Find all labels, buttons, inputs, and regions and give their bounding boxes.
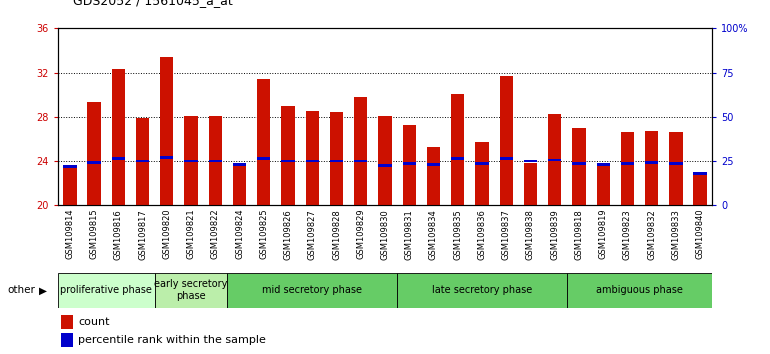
Bar (155, 273, 227, 308)
Text: count: count (78, 317, 109, 327)
Bar (475, 142, 489, 205)
Bar (354, 160, 367, 162)
Bar (160, 156, 173, 159)
Bar (500, 158, 513, 160)
Bar (257, 79, 270, 205)
Bar (227, 273, 397, 308)
Bar (645, 161, 658, 164)
Text: mid secretory phase: mid secretory phase (263, 285, 362, 295)
Text: GSM109829: GSM109829 (357, 209, 365, 259)
Text: percentile rank within the sample: percentile rank within the sample (78, 335, 266, 345)
Text: GSM109832: GSM109832 (647, 209, 656, 259)
Text: GSM109818: GSM109818 (574, 209, 584, 259)
Text: GSM109825: GSM109825 (259, 209, 268, 259)
Bar (378, 116, 392, 205)
Bar (403, 125, 416, 205)
Bar (330, 160, 343, 162)
Bar (306, 111, 319, 205)
Bar (669, 162, 682, 165)
Text: GSM109822: GSM109822 (211, 209, 219, 259)
Bar (233, 163, 246, 166)
Bar (694, 176, 707, 205)
Text: GSM109840: GSM109840 (695, 209, 705, 259)
Bar (88, 102, 101, 205)
Bar (694, 172, 707, 175)
Bar (451, 158, 464, 160)
Bar (572, 162, 586, 165)
Text: GSM109815: GSM109815 (89, 209, 99, 259)
Text: GSM109833: GSM109833 (671, 209, 681, 260)
Bar (621, 132, 634, 205)
Bar (378, 164, 392, 167)
Bar (645, 131, 658, 205)
Bar (63, 168, 76, 205)
Bar (257, 158, 270, 160)
Bar (160, 57, 173, 205)
Bar (669, 132, 682, 205)
Bar (451, 93, 464, 205)
Text: other: other (8, 285, 35, 295)
Bar (597, 163, 610, 166)
Bar (58, 273, 155, 308)
Bar (209, 116, 222, 205)
Bar (112, 69, 125, 205)
Bar (233, 163, 246, 205)
Bar (281, 106, 295, 205)
Bar (88, 161, 101, 164)
Text: GSM109828: GSM109828 (332, 209, 341, 259)
Bar (567, 273, 712, 308)
Text: GSM109826: GSM109826 (283, 209, 293, 259)
Text: GSM109834: GSM109834 (429, 209, 438, 259)
Bar (306, 160, 319, 162)
Text: GSM109837: GSM109837 (502, 209, 511, 260)
Text: GSM109831: GSM109831 (405, 209, 413, 259)
Text: GSM109816: GSM109816 (114, 209, 123, 259)
Bar (184, 116, 198, 205)
Text: GSM109814: GSM109814 (65, 209, 75, 259)
Bar (136, 118, 149, 205)
Bar (61, 333, 73, 347)
Bar (500, 76, 513, 205)
Text: GSM109830: GSM109830 (380, 209, 390, 259)
Bar (548, 159, 561, 161)
Text: early secretory
phase: early secretory phase (155, 279, 228, 301)
Text: proliferative phase: proliferative phase (60, 285, 152, 295)
Bar (209, 160, 222, 162)
Bar (397, 273, 567, 308)
Bar (524, 163, 537, 205)
Text: GSM109821: GSM109821 (186, 209, 196, 259)
Text: ambiguous phase: ambiguous phase (596, 285, 683, 295)
Text: GDS2052 / 1561045_a_at: GDS2052 / 1561045_a_at (73, 0, 233, 7)
Bar (281, 160, 295, 162)
Bar (136, 160, 149, 162)
Text: late secretory phase: late secretory phase (432, 285, 532, 295)
Bar (475, 162, 489, 165)
Bar (427, 147, 440, 205)
Bar (330, 113, 343, 205)
Text: GSM109836: GSM109836 (477, 209, 487, 260)
Bar (621, 162, 634, 165)
Text: ▶: ▶ (38, 285, 46, 295)
Text: GSM109823: GSM109823 (623, 209, 632, 259)
Bar (548, 114, 561, 205)
Text: GSM109817: GSM109817 (138, 209, 147, 259)
Text: GSM109827: GSM109827 (308, 209, 316, 259)
Bar (63, 165, 76, 168)
Text: GSM109824: GSM109824 (235, 209, 244, 259)
Bar (427, 163, 440, 166)
Text: GSM109838: GSM109838 (526, 209, 535, 260)
Bar (403, 162, 416, 165)
Bar (112, 158, 125, 160)
Bar (61, 315, 73, 329)
Bar (354, 97, 367, 205)
Bar (184, 160, 198, 162)
Text: GSM109819: GSM109819 (598, 209, 608, 259)
Text: GSM109835: GSM109835 (454, 209, 462, 259)
Bar (524, 160, 537, 162)
Bar (572, 128, 586, 205)
Text: GSM109839: GSM109839 (551, 209, 559, 259)
Bar (597, 163, 610, 205)
Text: GSM109820: GSM109820 (162, 209, 172, 259)
